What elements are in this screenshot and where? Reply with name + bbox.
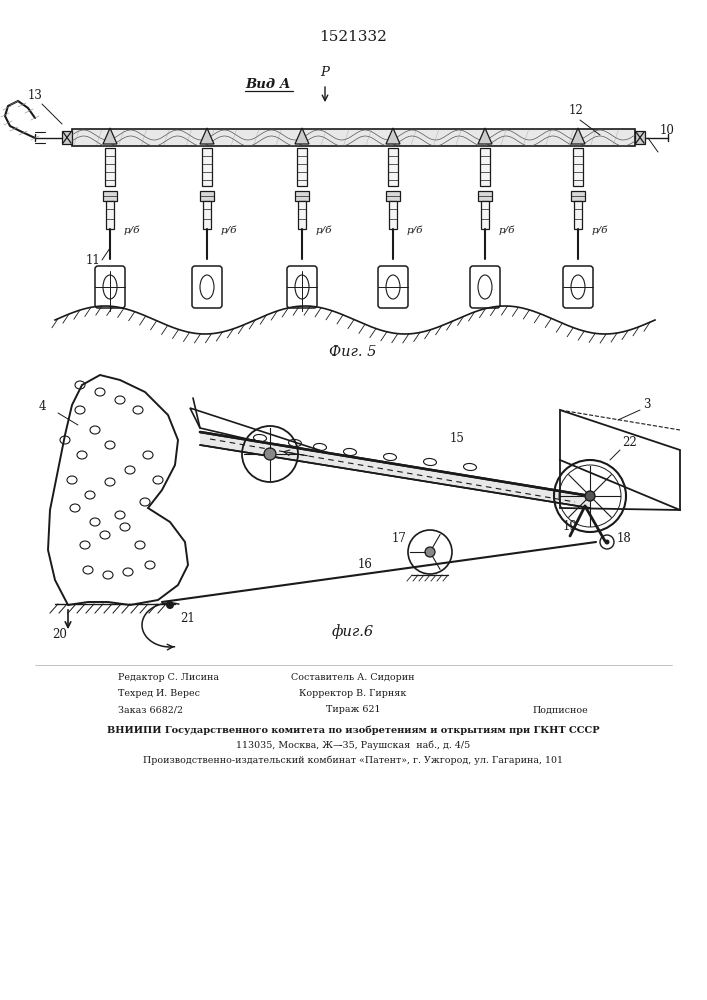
Bar xyxy=(388,148,398,186)
Text: 18: 18 xyxy=(617,532,632,545)
Bar xyxy=(574,201,582,229)
FancyBboxPatch shape xyxy=(95,266,125,308)
Text: 10: 10 xyxy=(660,124,675,137)
Text: 13: 13 xyxy=(28,89,42,102)
Text: 11: 11 xyxy=(86,254,100,267)
FancyBboxPatch shape xyxy=(192,266,222,308)
Polygon shape xyxy=(478,128,492,144)
Bar xyxy=(478,191,492,201)
Bar xyxy=(202,148,212,186)
FancyBboxPatch shape xyxy=(470,266,500,308)
Text: р/б: р/б xyxy=(407,225,423,235)
Text: р/б: р/б xyxy=(592,225,609,235)
Bar xyxy=(62,131,72,144)
Text: Техред И. Верес: Техред И. Верес xyxy=(118,690,200,698)
Text: Тираж 621: Тираж 621 xyxy=(326,706,380,714)
Text: р/б: р/б xyxy=(316,225,332,235)
Circle shape xyxy=(166,601,174,609)
Bar xyxy=(297,148,307,186)
FancyBboxPatch shape xyxy=(287,266,317,308)
FancyBboxPatch shape xyxy=(378,266,408,308)
Text: Составитель А. Сидорин: Составитель А. Сидорин xyxy=(291,674,415,682)
Text: Вид А: Вид А xyxy=(245,78,291,91)
Bar xyxy=(200,191,214,201)
Text: 3: 3 xyxy=(643,398,650,411)
Bar xyxy=(298,201,306,229)
Text: 113035, Москва, Ж—̵35, Раушская  наб., д. 4/5: 113035, Москва, Ж—̵35, Раушская наб., д.… xyxy=(236,740,470,750)
Text: 20: 20 xyxy=(52,628,67,641)
Bar xyxy=(72,129,635,146)
Bar xyxy=(105,148,115,186)
Text: 16: 16 xyxy=(358,558,373,571)
Text: Фиг. 5: Фиг. 5 xyxy=(329,345,377,359)
Bar xyxy=(480,148,490,186)
Text: фиг.6: фиг.6 xyxy=(332,625,374,639)
Text: Подписное: Подписное xyxy=(532,706,588,714)
Circle shape xyxy=(264,448,276,460)
Text: Заказ 6682/2: Заказ 6682/2 xyxy=(118,706,183,714)
Bar xyxy=(389,201,397,229)
Text: 22: 22 xyxy=(622,436,637,449)
Text: 1521332: 1521332 xyxy=(319,30,387,44)
Text: р/б: р/б xyxy=(124,225,141,235)
Bar xyxy=(203,201,211,229)
Bar xyxy=(481,201,489,229)
Bar xyxy=(295,191,309,201)
Text: Производственно-издательский комбинат «Патент», г. Ужгород, ул. Гагарина, 101: Производственно-издательский комбинат «П… xyxy=(143,755,563,765)
Text: ВНИИПИ Государственного комитета по изобретениям и открытиям при ГКНТ СССР: ВНИИПИ Государственного комитета по изоб… xyxy=(107,725,600,735)
Text: P: P xyxy=(320,66,329,79)
Bar xyxy=(103,191,117,201)
Text: 4: 4 xyxy=(38,400,46,413)
Text: Корректор В. Гирняк: Корректор В. Гирняк xyxy=(299,690,407,698)
Bar xyxy=(635,131,645,144)
Bar xyxy=(106,201,114,229)
Polygon shape xyxy=(103,128,117,144)
Text: 15: 15 xyxy=(450,432,465,445)
Polygon shape xyxy=(571,128,585,144)
Circle shape xyxy=(604,540,609,544)
Text: 12: 12 xyxy=(568,104,583,117)
Circle shape xyxy=(585,491,595,501)
Circle shape xyxy=(425,547,435,557)
Bar xyxy=(573,148,583,186)
Polygon shape xyxy=(386,128,400,144)
Bar xyxy=(386,191,400,201)
Text: Редактор С. Лисина: Редактор С. Лисина xyxy=(118,674,219,682)
Text: р/б: р/б xyxy=(499,225,515,235)
Polygon shape xyxy=(295,128,309,144)
FancyBboxPatch shape xyxy=(563,266,593,308)
Text: 19: 19 xyxy=(563,520,578,533)
Polygon shape xyxy=(200,432,590,508)
Text: 17: 17 xyxy=(392,532,407,545)
Text: 21: 21 xyxy=(180,612,194,625)
Polygon shape xyxy=(200,128,214,144)
Bar xyxy=(571,191,585,201)
Text: р/б: р/б xyxy=(221,225,238,235)
